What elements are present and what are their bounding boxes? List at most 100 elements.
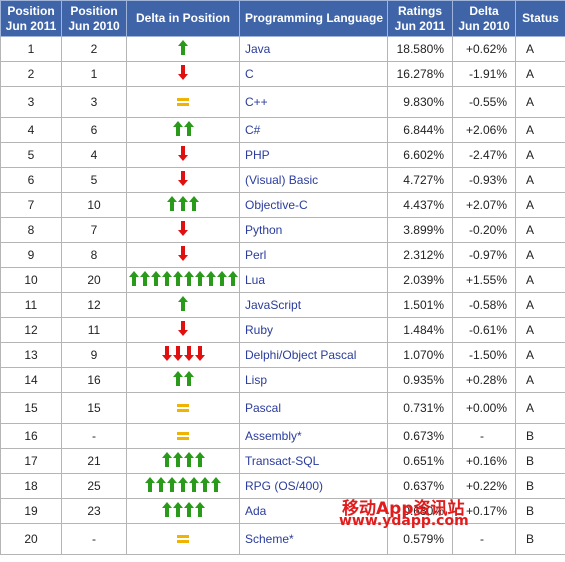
arrow-up-icon <box>183 371 194 387</box>
delta-arrows <box>178 246 188 262</box>
rating-delta: - <box>452 523 516 555</box>
rating-value: 1.484% <box>387 317 453 343</box>
rating-value: 0.935% <box>387 367 453 393</box>
position-2010: 10 <box>61 192 127 218</box>
language-name[interactable]: Delphi/Object Pascal <box>239 342 388 368</box>
language-name[interactable]: Assembly* <box>239 423 388 449</box>
table-row: 19 23 Ada 0.630% +0.17% B <box>0 498 565 524</box>
position-2011: 3 <box>0 86 62 118</box>
arrow-down-icon <box>178 321 188 337</box>
rating-delta: +1.55% <box>452 267 516 293</box>
watermark-url: www.ydapp.com <box>339 513 469 529</box>
language-name[interactable]: Ruby <box>239 317 388 343</box>
position-2010: 12 <box>61 292 127 318</box>
table-row: 8 7 Python 3.899% -0.20% A <box>0 217 565 243</box>
header-delta-position: Delta in Position <box>126 0 240 37</box>
arrow-up-icon <box>178 477 188 493</box>
table-row: 11 12 JavaScript 1.501% -0.58% A <box>0 292 565 318</box>
delta-position-indicator <box>126 61 240 87</box>
language-name[interactable]: Java <box>239 36 388 62</box>
rating-value: 6.844% <box>387 117 453 143</box>
position-2011: 1 <box>0 36 62 62</box>
language-name[interactable]: C++ <box>239 86 388 118</box>
position-2011: 4 <box>0 117 62 143</box>
table-row: 2 1 C 16.278% -1.91% A <box>0 61 565 87</box>
rating-value: 1.070% <box>387 342 453 368</box>
delta-position-indicator <box>126 342 240 368</box>
arrow-up-icon <box>128 271 139 287</box>
language-name[interactable]: C <box>239 61 388 87</box>
arrow-up-icon <box>172 452 183 468</box>
delta-arrows <box>177 428 189 444</box>
position-2011: 13 <box>0 342 62 368</box>
arrow-up-icon <box>183 452 194 468</box>
arrow-up-icon <box>189 196 199 212</box>
language-name[interactable]: Lisp <box>239 367 388 393</box>
position-2010: - <box>61 423 127 449</box>
arrow-up-icon <box>178 296 188 312</box>
arrow-up-icon <box>183 502 194 518</box>
position-2010: 6 <box>61 117 127 143</box>
arrow-down-icon <box>172 346 183 362</box>
arrow-up-icon <box>194 271 205 287</box>
status-value: B <box>515 498 565 524</box>
delta-arrows <box>177 94 189 110</box>
language-name[interactable]: Pascal <box>239 392 388 424</box>
language-name[interactable]: PHP <box>239 142 388 168</box>
language-name[interactable]: Objective-C <box>239 192 388 218</box>
delta-position-indicator <box>126 292 240 318</box>
rating-delta: -0.55% <box>452 86 516 118</box>
arrow-up-icon <box>161 452 172 468</box>
delta-arrows <box>145 477 221 493</box>
arrow-up-icon <box>139 271 150 287</box>
language-name[interactable]: RPG (OS/400) <box>239 473 388 499</box>
position-2010: 15 <box>61 392 127 424</box>
rating-delta: -1.50% <box>452 342 516 368</box>
arrow-up-icon <box>167 477 177 493</box>
header-position-2010: Position Jun 2010 <box>61 0 127 37</box>
language-name[interactable]: Ada <box>239 498 388 524</box>
position-2011: 12 <box>0 317 62 343</box>
arrow-up-icon <box>194 452 205 468</box>
position-2010: 11 <box>61 317 127 343</box>
table-row: 12 11 Ruby 1.484% -0.61% A <box>0 317 565 343</box>
header-language: Programming Language <box>239 0 388 37</box>
delta-arrows <box>178 321 188 337</box>
language-name[interactable]: C# <box>239 117 388 143</box>
delta-arrows <box>177 400 189 416</box>
status-value: A <box>515 267 565 293</box>
position-2011: 7 <box>0 192 62 218</box>
position-2011: 9 <box>0 242 62 268</box>
rating-delta: +2.07% <box>452 192 516 218</box>
position-2011: 8 <box>0 217 62 243</box>
rating-value: 0.651% <box>387 448 453 474</box>
position-2011: 15 <box>0 392 62 424</box>
language-name[interactable]: Lua <box>239 267 388 293</box>
table-row: 6 5 (Visual) Basic 4.727% -0.93% A <box>0 167 565 193</box>
delta-position-indicator <box>126 117 240 143</box>
table-row: 9 8 Perl 2.312% -0.97% A <box>0 242 565 268</box>
language-name[interactable]: Transact-SQL <box>239 448 388 474</box>
language-name[interactable]: Python <box>239 217 388 243</box>
arrow-up-icon <box>161 502 172 518</box>
rating-delta: -0.61% <box>452 317 516 343</box>
rating-delta: -0.20% <box>452 217 516 243</box>
position-2010: 5 <box>61 167 127 193</box>
delta-position-indicator <box>126 523 240 555</box>
arrow-up-icon <box>189 477 199 493</box>
status-value: A <box>515 342 565 368</box>
delta-position-indicator <box>126 317 240 343</box>
status-value: B <box>515 523 565 555</box>
arrow-up-icon <box>205 271 216 287</box>
language-name[interactable]: Perl <box>239 242 388 268</box>
language-name[interactable]: JavaScript <box>239 292 388 318</box>
rating-delta: -0.58% <box>452 292 516 318</box>
table-row: 17 21 Transact-SQL 0.651% +0.16% B <box>0 448 565 474</box>
rating-delta: -2.47% <box>452 142 516 168</box>
equal-icon <box>177 404 189 412</box>
status-value: A <box>515 142 565 168</box>
position-2011: 11 <box>0 292 62 318</box>
language-name[interactable]: (Visual) Basic <box>239 167 388 193</box>
equal-icon <box>177 98 189 106</box>
language-name[interactable]: Scheme* <box>239 523 388 555</box>
